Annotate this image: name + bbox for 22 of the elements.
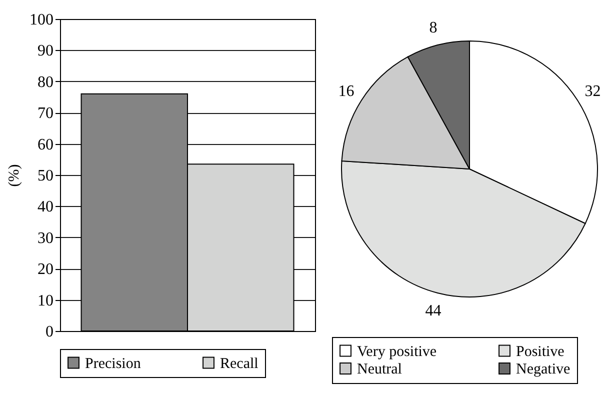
legend-label: Positive: [516, 344, 565, 360]
data-label: 8: [429, 20, 438, 37]
legend-label: Very positive: [357, 344, 437, 360]
legend-label: Precision: [85, 356, 142, 372]
y-tick-label: 20: [38, 261, 54, 278]
y-tick-label: 0: [46, 324, 54, 340]
data-label: 32: [584, 82, 601, 100]
y-tick-label: 80: [38, 74, 54, 91]
y-tick-label: 70: [38, 105, 54, 122]
y-tick-label: 50: [38, 168, 54, 184]
y-tick-label: 40: [38, 198, 54, 216]
y-tick-label: 60: [38, 136, 54, 154]
y-tick-label: 30: [38, 230, 54, 247]
data-label: 44: [425, 302, 442, 320]
y-tick-label: 10: [38, 292, 54, 310]
y-tick-label: 90: [38, 42, 54, 60]
y-tick-label: 100: [30, 12, 54, 28]
y-axis-title: (%): [6, 164, 22, 187]
legend-label: Negative: [516, 362, 570, 378]
legend-label: Neutral: [357, 362, 402, 378]
data-label: 16: [338, 82, 354, 100]
legend-label: Recall: [220, 356, 258, 372]
